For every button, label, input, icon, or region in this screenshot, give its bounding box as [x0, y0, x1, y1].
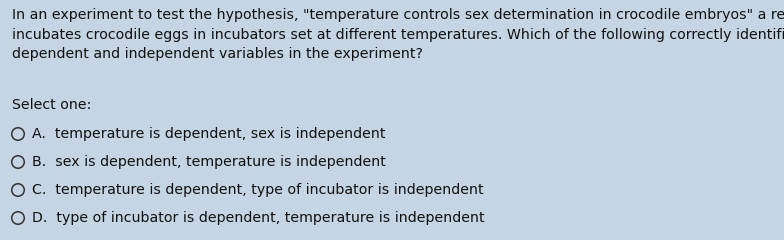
Text: B.  sex is dependent, temperature is independent: B. sex is dependent, temperature is inde…	[32, 155, 386, 169]
Text: Select one:: Select one:	[12, 98, 92, 112]
Text: C.  temperature is dependent, type of incubator is independent: C. temperature is dependent, type of inc…	[32, 183, 484, 197]
Text: In an experiment to test the hypothesis, "temperature controls sex determination: In an experiment to test the hypothesis,…	[12, 8, 784, 61]
Text: A.  temperature is dependent, sex is independent: A. temperature is dependent, sex is inde…	[32, 127, 386, 141]
Text: D.  type of incubator is dependent, temperature is independent: D. type of incubator is dependent, tempe…	[32, 211, 485, 225]
